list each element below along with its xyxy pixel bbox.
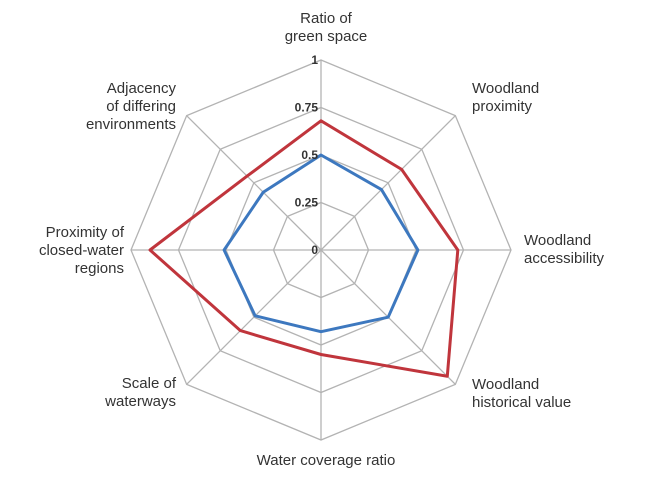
radar-series xyxy=(148,119,460,378)
axis-label-woodland-accessibility: Woodland accessibility xyxy=(524,232,605,267)
series-line-1 xyxy=(148,119,460,378)
tick-label-0-75: 0.75 xyxy=(295,101,319,115)
tick-label-0: 0 xyxy=(311,243,318,257)
grid-spoke-6 xyxy=(186,249,322,385)
grid-spoke-8 xyxy=(186,115,322,251)
tick-label-0-5: 0.5 xyxy=(301,148,318,162)
radar-tick-labels: 0 0.25 0.5 0.75 1 xyxy=(295,53,319,257)
axis-label-woodland-proximity: Woodland proximity xyxy=(472,80,540,115)
axis-label-adjacency-of-differing-environments: Adjacency of differing environments xyxy=(85,80,176,133)
axis-label-scale-of-waterways: Scale of waterways xyxy=(105,375,176,410)
axis-label-ratio-of-green-space: Ratio of green space xyxy=(284,10,368,45)
tick-label-1: 1 xyxy=(311,53,318,67)
axis-label-proximity-of-closed-water-regions: Proximity of closed-water regions xyxy=(38,224,124,277)
grid-spoke-2 xyxy=(320,115,456,251)
tick-label-0-25: 0.25 xyxy=(295,196,319,210)
radar-grid xyxy=(130,59,512,441)
series-line-2 xyxy=(222,153,420,334)
axis-label-water-coverage-ratio: Water coverage ratio xyxy=(256,452,396,469)
axis-label-woodland-historical-value: Woodland historical value xyxy=(472,376,572,411)
